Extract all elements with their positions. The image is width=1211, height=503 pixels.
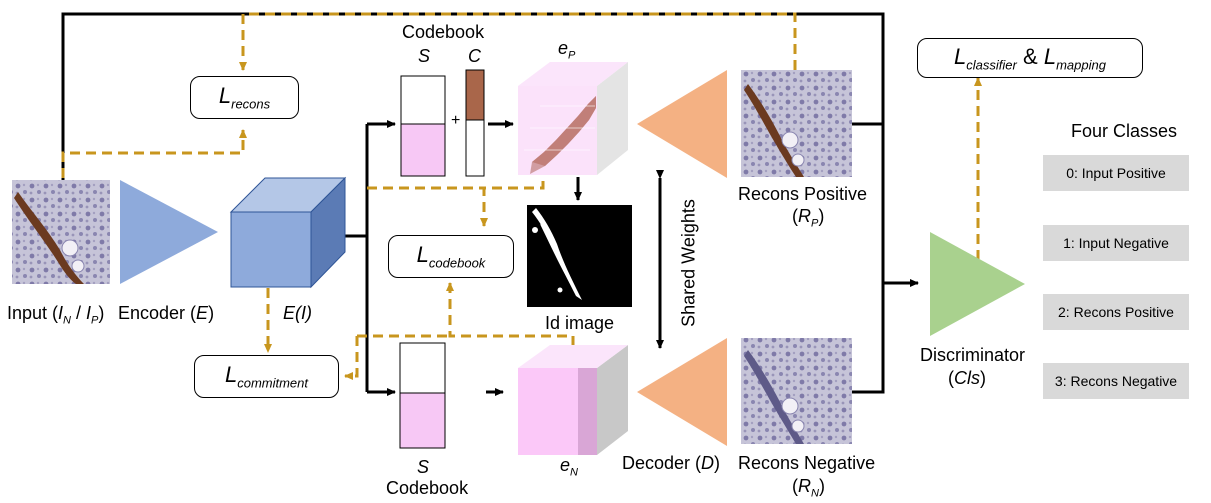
decoder-label: Decoder (D) [622,453,720,474]
recons-loss-input-line [63,130,243,178]
en-feature-cube [518,345,628,455]
discriminator-label: Discriminator [920,345,1025,366]
mapping-loss-subscript: mapping [1056,57,1106,72]
codebook-top-title: Codebook [402,22,484,43]
codebook-loss-symbol: L [417,242,429,267]
codebook-bottom-title: Codebook [386,478,468,499]
encoder-label: Encoder (E) [118,303,214,324]
en-label: eN [560,455,578,479]
discriminator-triangle [930,232,1025,336]
codebook-top-bars [401,70,484,176]
recons-loss-symbol: L [219,83,231,108]
rn-to-disc-line [852,283,883,392]
four-classes-title: Four Classes [1071,121,1177,142]
mapping-loss-symbol: L [1044,44,1056,69]
encoder-triangle [120,180,218,284]
codebook-bottom-s-label: S [417,457,429,478]
recons-negative-label: Recons Negative [738,453,875,474]
id-image [527,205,632,307]
latent-cube [231,178,345,287]
commitment-loss-box: Lcommitment [194,355,339,398]
recons-loss-subscript: recons [231,97,270,112]
class-item-input-negative: 1: Input Negative [1043,225,1189,261]
recons-positive-image [741,70,852,177]
class-item-input-positive: 0: Input Positive [1043,155,1189,191]
rn-symbol: (RN) [792,476,825,500]
decoder-triangle-top [637,70,727,178]
decoder-triangle-bottom [637,338,727,446]
commitment-loss-symbol: L [225,362,237,387]
commit-loss-right-arrow [345,336,357,376]
classifier-loss-symbol: L [954,44,966,69]
rp-symbol: (RP) [792,206,824,230]
classifier-loss-subscript: classifier [966,57,1017,72]
classifier-mapping-loss-box: Lclassifier & Lmapping [917,38,1143,78]
codebook-loss-box: Lcodebook [388,235,514,278]
ampersand: & [1023,44,1038,69]
ei-label: E(I) [283,303,312,324]
codebook-plus-sign: + [451,112,460,130]
commitment-loss-subscript: commitment [237,376,308,391]
class-item-recons-positive: 2: Recons Positive [1043,294,1189,330]
id-image-label: Id image [545,313,614,334]
recons-loss-top-line [243,14,795,70]
class-item-recons-negative: 3: Recons Negative [1043,363,1189,399]
ep-label: eP [558,38,575,62]
input-label: Input (IN / IP) [7,303,104,327]
codebook-bottom-bars [400,343,445,448]
codebook-top-c-label: C [468,46,481,67]
recons-negative-image [741,338,852,444]
recons-positive-label: Recons Positive [738,184,867,205]
cls-symbol: (Cls) [948,368,986,389]
ep-feature-cube [518,62,628,175]
codebook-top-s-label: S [418,46,430,67]
input-image [12,180,110,284]
shared-weights-label: Shared Weights [679,199,700,327]
recons-loss-box: Lrecons [190,76,299,119]
codebook-loss-subscript: codebook [429,256,485,271]
